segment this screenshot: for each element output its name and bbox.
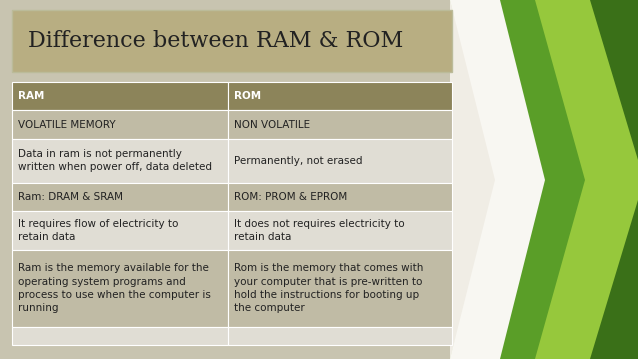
FancyBboxPatch shape [12, 139, 228, 183]
FancyBboxPatch shape [12, 183, 228, 211]
Text: ROM: ROM [234, 91, 261, 101]
Text: Difference between RAM & ROM: Difference between RAM & ROM [28, 30, 403, 52]
FancyBboxPatch shape [12, 82, 228, 110]
Text: It does not requires electricity to
retain data: It does not requires electricity to reta… [234, 219, 404, 242]
Text: ROM: PROM & EPROM: ROM: PROM & EPROM [234, 192, 347, 202]
FancyBboxPatch shape [12, 10, 452, 72]
Polygon shape [535, 0, 638, 359]
Text: It requires flow of electricity to
retain data: It requires flow of electricity to retai… [18, 219, 179, 242]
FancyBboxPatch shape [228, 110, 452, 139]
Text: RAM: RAM [18, 91, 45, 101]
Text: VOLATILE MEMORY: VOLATILE MEMORY [18, 120, 115, 130]
Text: Ram is the memory available for the
operating system programs and
process to use: Ram is the memory available for the oper… [18, 264, 211, 313]
FancyBboxPatch shape [12, 250, 228, 327]
FancyBboxPatch shape [12, 110, 228, 139]
Polygon shape [450, 0, 560, 359]
Text: Data in ram is not permanently
written when power off, data deleted: Data in ram is not permanently written w… [18, 149, 212, 172]
FancyBboxPatch shape [12, 327, 228, 345]
Polygon shape [520, 0, 638, 359]
Text: Rom is the memory that comes with
your computer that is pre-written to
hold the : Rom is the memory that comes with your c… [234, 264, 424, 313]
FancyBboxPatch shape [228, 327, 452, 345]
Polygon shape [450, 0, 638, 359]
FancyBboxPatch shape [228, 183, 452, 211]
FancyBboxPatch shape [228, 139, 452, 183]
Text: Permanently, not erased: Permanently, not erased [234, 156, 362, 165]
FancyBboxPatch shape [228, 211, 452, 250]
FancyBboxPatch shape [12, 211, 228, 250]
FancyBboxPatch shape [228, 250, 452, 327]
Text: Ram: DRAM & SRAM: Ram: DRAM & SRAM [18, 192, 123, 202]
Polygon shape [490, 0, 590, 359]
Polygon shape [450, 0, 545, 359]
FancyBboxPatch shape [228, 82, 452, 110]
Text: NON VOLATILE: NON VOLATILE [234, 120, 310, 130]
